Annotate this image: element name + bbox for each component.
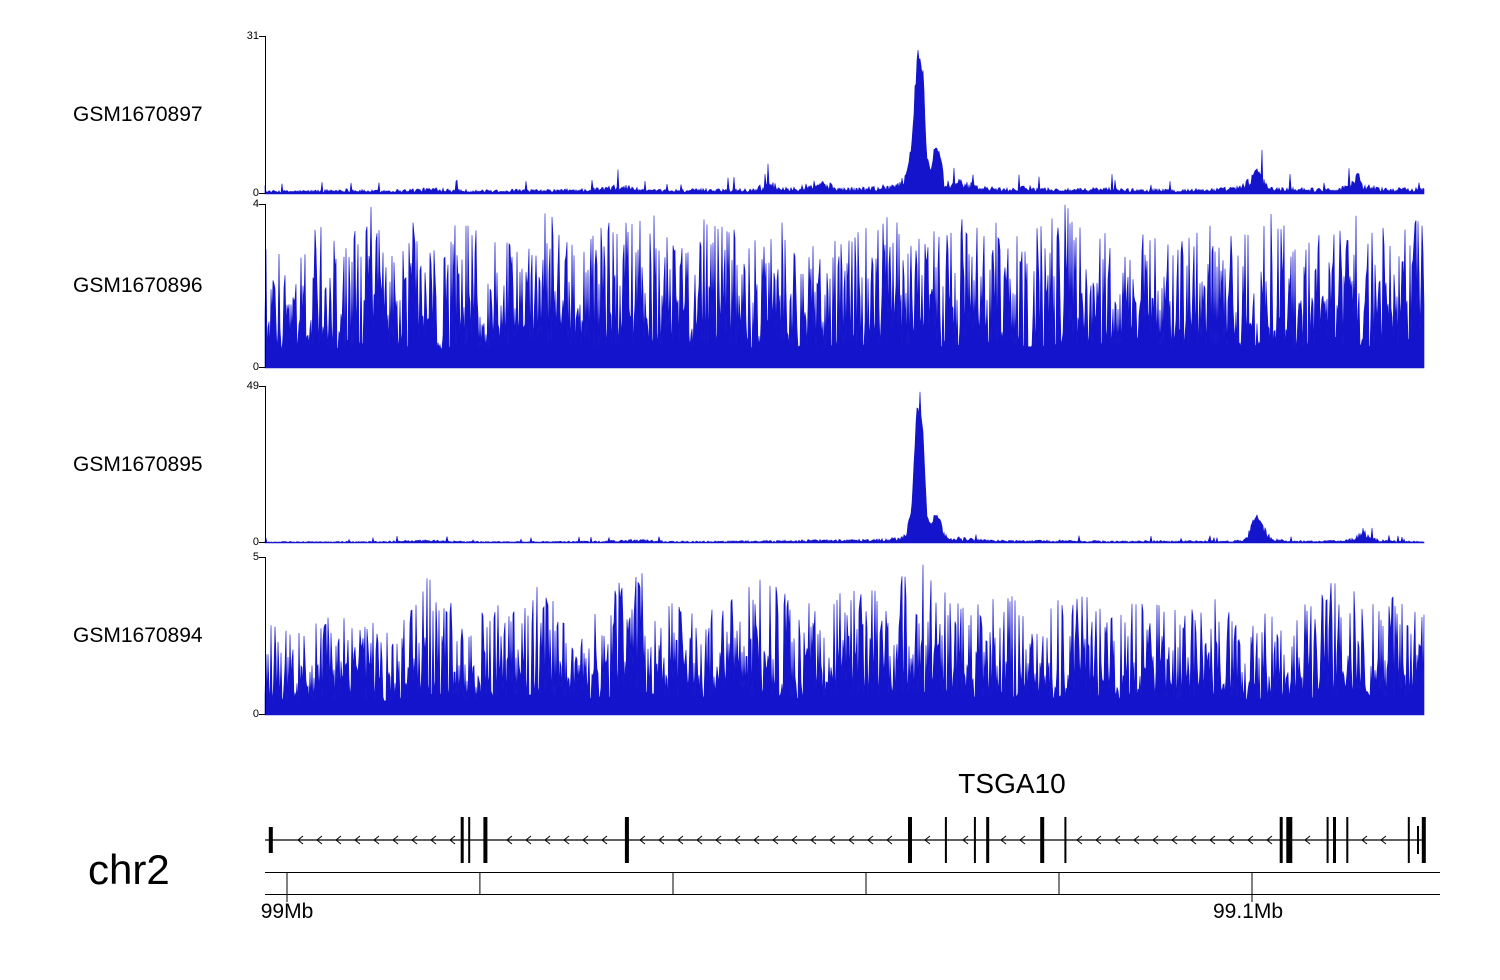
- gene-track-svg: [265, 817, 1426, 863]
- track-label: GSM1670897: [73, 103, 203, 126]
- y-axis-zero-label: 0: [252, 536, 259, 548]
- y-axis-max-label: 5: [252, 551, 259, 563]
- signal-track-gsm1670896: GSM1670896 4 0: [73, 199, 1425, 373]
- y-axis-zero-label: 0: [252, 187, 259, 199]
- track-label: GSM1670895: [73, 452, 203, 476]
- ruler-svg: [265, 872, 1440, 902]
- y-axis-max-label: 4: [252, 198, 259, 210]
- gene-name-label: TSGA10: [958, 768, 1066, 799]
- y-axis-zero-label: 0: [252, 708, 259, 720]
- track-label: GSM1670896: [73, 274, 203, 297]
- signal-track-gsm1670897: GSM1670897 31 0: [73, 31, 1425, 199]
- gene-model-track: [265, 808, 1426, 872]
- chromosome-label: chr2: [88, 846, 170, 893]
- signal-area-plot: [259, 386, 1425, 544]
- signal-area-plot: [259, 557, 1425, 716]
- signal-track-gsm1670894: GSM1670894 5 0: [73, 552, 1425, 720]
- genome-axis-ruler: [265, 872, 1445, 932]
- axis-start-coordinate-label: 99Mb: [260, 900, 314, 923]
- y-axis-max-label: 31: [246, 30, 259, 42]
- axis-end-coordinate-label: 99.1Mb: [1212, 900, 1284, 923]
- track-label: GSM1670894: [73, 624, 203, 647]
- signal-track-gsm1670895: GSM1670895 49 0: [73, 381, 1425, 548]
- y-axis-zero-label: 0: [252, 361, 259, 373]
- y-axis-max-label: 49: [246, 380, 259, 392]
- signal-area-plot: [259, 36, 1425, 195]
- signal-area-plot: [259, 204, 1425, 369]
